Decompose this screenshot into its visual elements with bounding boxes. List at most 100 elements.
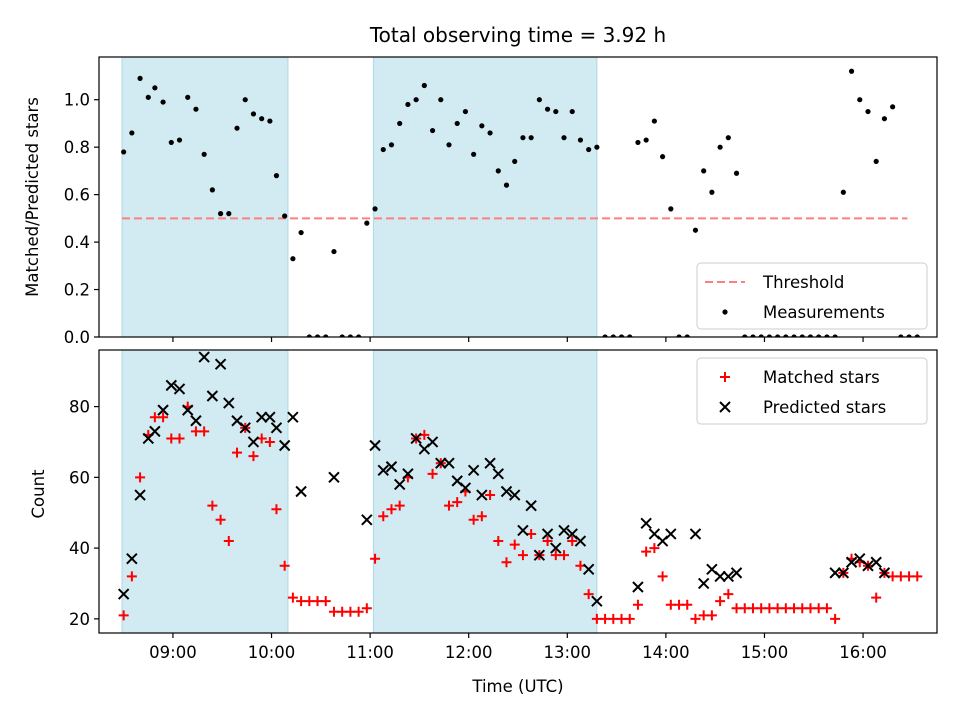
predicted-stars-point [459,482,472,494]
measurements-point [725,135,731,141]
measurements-point [701,168,707,174]
matched-stars-point [624,613,635,624]
x-tick-label: 14:00 [642,643,690,662]
predicted-stars-point [165,379,178,392]
matched-stars-point [706,610,717,621]
measurements-point [306,334,312,337]
measurements-point [250,111,257,117]
predicted-stars-point [410,432,422,445]
measurements-point [602,334,608,337]
measurements-point [824,334,830,337]
predicted-stars-point [591,595,603,607]
measurements-point [832,334,838,337]
matched-stars-point [641,546,652,557]
measurements-point [692,227,699,233]
measurements-point [331,248,337,255]
measurements-point [684,334,690,337]
measurements-point [840,189,846,195]
legend-label: Predicted stars [763,398,886,417]
y-tick-label: 0.2 [64,281,90,300]
measurements-point [282,213,288,219]
legend-box [696,262,928,330]
measurements-point [898,334,904,337]
predicted-stars-point [402,468,414,480]
measurements-point [528,135,534,141]
measurements-point [717,144,723,150]
matched-stars-point [501,557,512,568]
predicted-stars-point [500,485,513,498]
predicted-stars-point [198,351,210,363]
measurements-point [234,125,240,131]
measurements-point [816,334,822,337]
measurements-point [273,173,280,179]
predicted-stars-point [837,567,850,579]
measurements-point [176,137,183,143]
ratio-panel: 0.0 0.2 0.4 0.6 0.8 1.0 Threshold Measurements [64,56,938,347]
observing-period-band [121,56,289,338]
measurements-point [676,334,682,337]
matched-stars-point [361,603,372,614]
x-tick-label: 16:00 [839,643,887,662]
measurements-point [742,334,748,337]
measurements-point [226,211,232,217]
x-tick-label: 12:00 [445,643,493,662]
measurements-point [479,123,485,129]
predicted-stars-point [730,567,743,579]
measurements-point [242,97,248,103]
measurements-point [495,168,501,174]
measurements-point [290,256,296,262]
predicted-stars-point [270,422,283,434]
predicted-stars-point [264,411,276,423]
measurements-point [758,334,764,337]
x-tick-label: 09:00 [149,643,197,662]
predicted-stars-point [689,528,702,540]
legend-marker [720,372,730,382]
predicted-stars-point [509,489,521,501]
matched-stars-point [517,550,528,561]
measurements-point [185,94,191,100]
matched-stars-point [493,536,504,547]
measurements-point [129,130,135,136]
data-points [121,68,920,337]
chart-title: Total observing time = 3.92 h [369,23,666,47]
measurements-point [471,151,477,157]
measurements-point [775,334,781,337]
measurements-point [217,211,224,217]
matched-stars-point [264,436,275,447]
predicted-stars-point [467,464,480,476]
measurements-point [618,334,625,337]
predicted-stars-point [517,524,529,537]
axes-frame [98,349,938,634]
measurements-point [881,116,888,122]
y-tick-label: 0.8 [64,138,90,157]
predicted-stars-point [632,581,644,593]
measurements-point [413,97,419,103]
measurements-point [577,137,584,143]
matched-stars-point [559,550,570,561]
matched-stars-point [427,468,438,479]
predicted-stars-point [845,556,858,568]
x-tick-label: 13:00 [544,643,592,662]
predicted-stars-point [426,436,439,448]
matched-stars-point [443,500,454,511]
matched-stars-point [386,504,397,515]
matched-stars-point [871,592,882,603]
measurements-point [659,154,666,160]
measurements-point [890,104,896,110]
predicted-stars-point [182,404,194,416]
measurements-point [380,146,386,153]
measurements-point [733,170,740,176]
matched-stars-point [657,571,668,582]
predicted-stars-point [550,542,562,554]
data-points [117,351,923,624]
legend-marker [719,401,731,413]
measurements-point [651,118,657,124]
matched-stars-point [232,447,243,458]
measurements-point [364,220,370,226]
measurements-point [766,334,772,337]
measurements-point [807,334,814,337]
matched-stars-point [223,536,234,547]
matched-stars-point [118,610,129,621]
predicted-stars-point [541,528,554,540]
matched-stars-point [485,490,496,501]
